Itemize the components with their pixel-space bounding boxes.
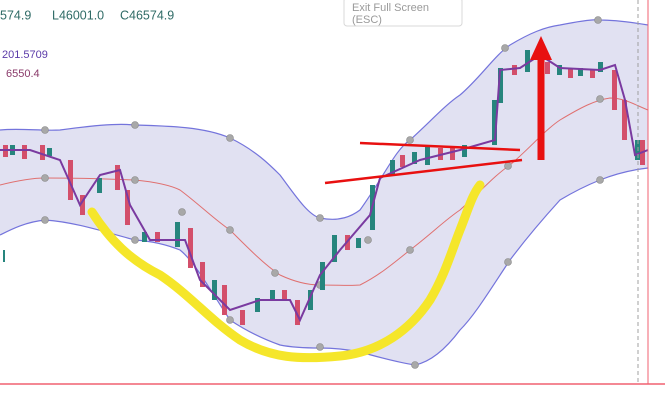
exit-fullscreen-box[interactable] [343,0,463,27]
band-fill [0,19,648,365]
exit-fullscreen-label: Exit Full Screen [352,2,429,14]
exit-fullscreen-shortcut: (ESC) [352,14,382,26]
low-value: L46001.0 [52,8,104,22]
yellow-curve [87,180,485,363]
price-line [0,53,649,323]
trend-line [359,141,521,152]
close-value: C46574.9 [120,8,174,22]
band-dots [41,16,604,369]
indicator-value: 6550.4 [6,68,40,80]
indicator-value: 201.5709 [2,49,48,61]
trend-line [324,158,523,185]
open-value: 574.9 [0,8,31,22]
arrow-head [530,36,552,60]
